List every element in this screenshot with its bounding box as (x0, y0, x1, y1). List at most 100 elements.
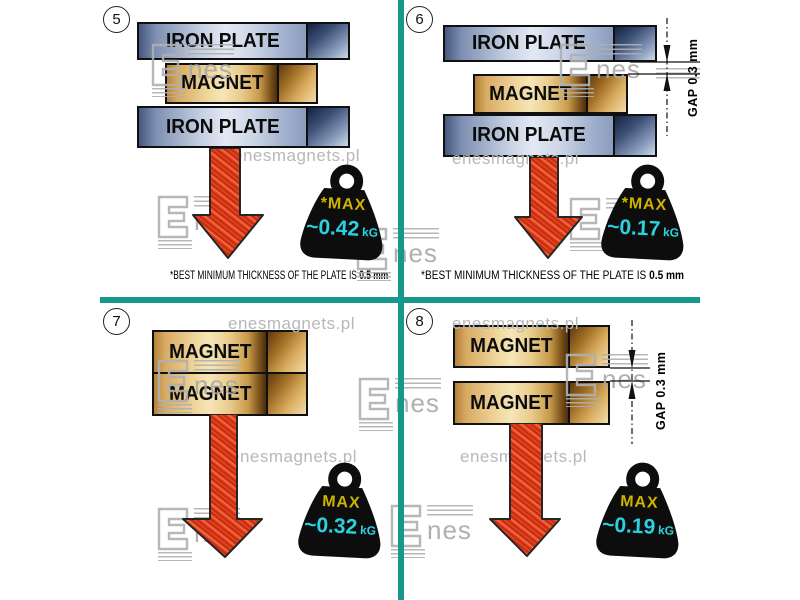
magnet-bar: MAGNET (152, 372, 308, 416)
weight-icon: MAX ~0.32 kG (290, 459, 391, 564)
force-unit: kG (361, 225, 379, 240)
panel-number: 6 (415, 11, 424, 28)
footnote-text: *BEST MINIMUM THICKNESS OF THE PLATE IS (421, 270, 650, 282)
footnote-bold: 0.5 mm (649, 270, 685, 282)
logo-e-icon (151, 43, 183, 87)
horizontal-divider (100, 297, 700, 303)
force-arrow-icon (182, 414, 263, 558)
enes-logo-watermark: nes (564, 352, 648, 407)
force-unit: kG (359, 523, 377, 538)
iron-plate-face: IRON PLATE (445, 116, 614, 155)
magnet-bar: MAGNET (165, 63, 318, 104)
panel-number-badge: 6 (406, 6, 433, 33)
magnet-label: MAGNET (470, 391, 553, 414)
iron-plate-label: IRON PLATE (165, 115, 280, 138)
iron-plate-bar: IRON PLATE (443, 114, 657, 157)
logo-lines (158, 240, 192, 249)
panel-number: 7 (112, 313, 121, 330)
gap-dimension (610, 320, 650, 444)
iron-plate-bar: IRON PLATE (137, 106, 350, 148)
logo-suffix-text: nes (427, 515, 472, 545)
magnet-bar: MAGNET (453, 325, 610, 368)
force-arrow-icon (489, 423, 561, 557)
iron-plate-side-face (613, 116, 655, 155)
iron-plate-side-face (306, 24, 348, 58)
logo-lines (566, 398, 600, 407)
weight-icon: *MAX ~0.17 kG (593, 161, 694, 266)
logo-lines (359, 422, 393, 431)
force-value: ~0.19 (601, 513, 656, 539)
magnet-side-face (266, 374, 306, 414)
logo-lines (194, 360, 240, 373)
logo-e-icon (569, 197, 601, 241)
logo-e-icon (356, 227, 388, 271)
iron-plate-label: IRON PLATE (472, 124, 586, 146)
iron-plate-side-face (306, 108, 348, 146)
watermark-site-text: enesmagnets.pl (452, 314, 580, 333)
kettlebell-shape (596, 462, 679, 559)
watermark-site-text: enesmagnets.pl (230, 447, 358, 466)
logo-suffix-text: nes (194, 370, 239, 400)
kettlebell-shape (298, 462, 381, 559)
gap-label: GAP 0.3 mm (654, 351, 668, 430)
magnet-face: MAGNET (455, 383, 568, 423)
panel-number-badge: 7 (103, 308, 130, 335)
logo-lines (395, 378, 441, 391)
enes-logo-watermark: nes (389, 503, 473, 558)
force-value: ~0.42 (305, 215, 360, 241)
logo-lines (158, 404, 192, 413)
magnet-side-face (567, 327, 608, 366)
gap-label: GAP 0.3 mm (686, 38, 700, 117)
magnet-label: MAGNET (168, 382, 252, 405)
logo-suffix-text: nes (596, 54, 641, 84)
logo-e-icon (565, 353, 597, 397)
logo-lines (152, 88, 186, 97)
watermark-site-text: enesmagnets.pl (228, 314, 356, 333)
force-arrow-icon (192, 148, 264, 259)
magnet-label: MAGNET (470, 335, 553, 357)
magnet-face: MAGNET (154, 374, 266, 414)
logo-lines (560, 88, 594, 97)
magnet-face: MAGNET (154, 332, 266, 372)
kettlebell-shape (300, 164, 383, 261)
footnote-text: *BEST MINIMUM THICKNESS OF THE PLATE IS (170, 270, 360, 282)
watermark-site-text: enesmagnets.pl (233, 146, 361, 165)
force-value: ~0.32 (303, 513, 358, 539)
logo-suffix-text: nes (602, 364, 647, 394)
magnet-label: MAGNET (489, 82, 572, 105)
logo-lines (427, 505, 473, 518)
magnet-label: MAGNET (168, 340, 252, 363)
logo-e-icon (559, 43, 591, 87)
logo-lines (158, 552, 192, 561)
magnet-side-face (276, 65, 316, 102)
footnote: *BEST MINIMUM THICKNESS OF THE PLATE IS … (421, 270, 684, 282)
logo-e-icon (157, 359, 189, 403)
panel-number: 8 (415, 313, 424, 330)
magnet-bar: MAGNET (152, 330, 308, 374)
force-unit: kG (657, 523, 675, 538)
iron-plate-face: IRON PLATE (139, 108, 307, 146)
logo-lines (596, 44, 642, 57)
logo-lines (357, 272, 391, 281)
logo-e-icon (157, 195, 189, 239)
enes-logo-watermark: nes (558, 42, 642, 97)
weight-icon: MAX ~0.19 kG (588, 459, 689, 564)
panel-number-badge: 5 (103, 6, 130, 33)
enes-logo-watermark: nes (150, 42, 234, 97)
weight-icon: *MAX ~0.42 kG (292, 161, 393, 266)
kettlebell-shape (601, 164, 684, 261)
magnet-face: MAGNET (455, 327, 568, 366)
enes-logo-watermark: nes (156, 358, 240, 413)
force-unit: kG (662, 225, 680, 240)
magnet-face: MAGNET (475, 76, 587, 112)
logo-e-icon (358, 377, 390, 421)
force-value: ~0.17 (606, 215, 661, 241)
logo-e-icon (390, 504, 422, 548)
logo-lines (188, 44, 234, 57)
magnet-side-face (266, 332, 306, 372)
magnet-label: MAGNET (180, 72, 264, 94)
gap-dimension (628, 18, 700, 136)
magnet-bar: MAGNET (473, 74, 628, 114)
logo-lines (570, 242, 604, 251)
